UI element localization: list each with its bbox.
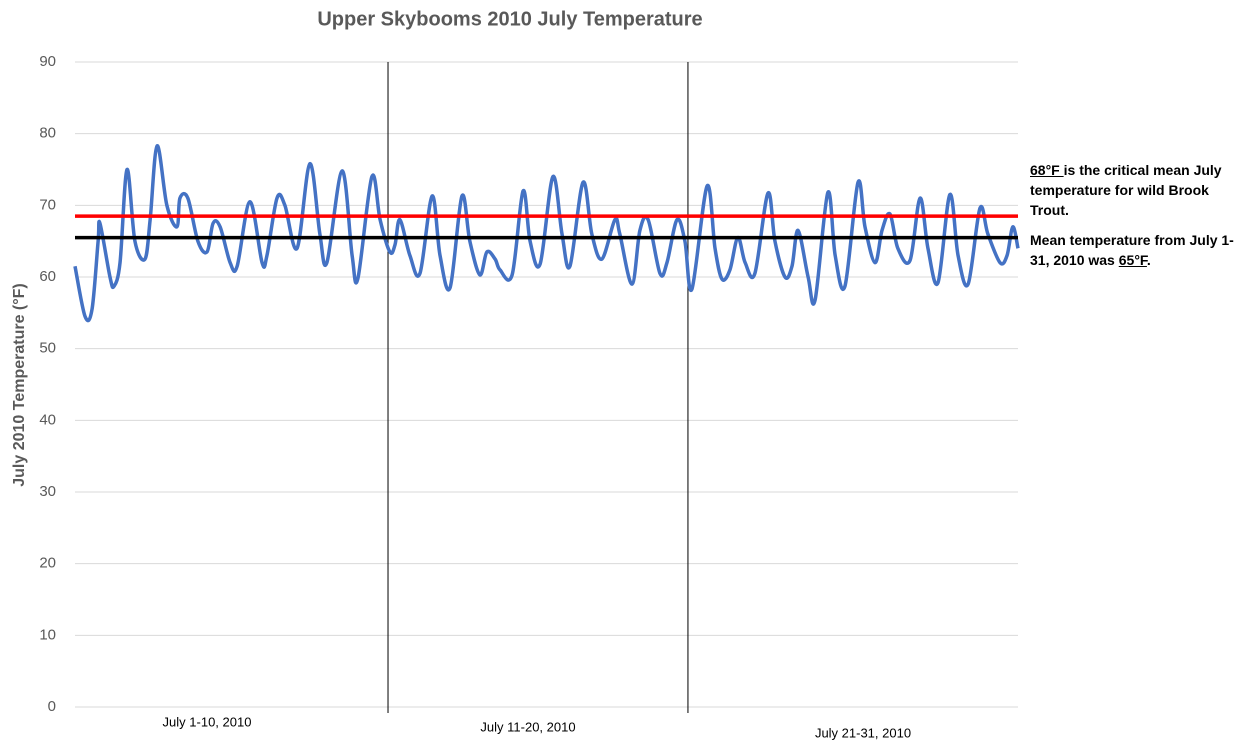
y-tick-label: 70 bbox=[39, 196, 56, 213]
y-tick-label: 60 bbox=[39, 268, 56, 285]
annotation: Mean temperature from July 1-31, 2010 wa… bbox=[1030, 230, 1242, 270]
y-axis-label: July 2010 Temperature (°F) bbox=[11, 283, 28, 487]
x-group-label: July 11-20, 2010 bbox=[480, 719, 575, 734]
y-tick-label: 40 bbox=[39, 411, 56, 428]
annotation-text: . bbox=[1146, 252, 1151, 268]
annotation-text: Mean temperature from July 1-31, 2010 wa… bbox=[1030, 232, 1234, 268]
y-tick-label: 20 bbox=[39, 555, 56, 572]
annotation-text: is the critical mean July temperature fo… bbox=[1030, 162, 1222, 218]
annotation: 68°F is the critical mean July temperatu… bbox=[1030, 160, 1242, 220]
y-tick-label: 90 bbox=[39, 53, 56, 70]
chart-title: Upper Skybooms 2010 July Temperature bbox=[317, 8, 702, 30]
y-tick-label: 30 bbox=[39, 483, 56, 500]
y-tick-label: 50 bbox=[39, 340, 56, 357]
y-tick-label: 80 bbox=[39, 125, 56, 142]
data-line bbox=[73, 144, 1020, 323]
annotation-text: 68°F bbox=[1030, 162, 1064, 178]
y-tick-label: 10 bbox=[39, 626, 56, 643]
x-group-label: July 1-10, 2010 bbox=[163, 714, 252, 729]
annotation-text: 65°F bbox=[1118, 252, 1147, 268]
x-group-label: July 21-31, 2010 bbox=[815, 725, 911, 740]
y-tick-label: 0 bbox=[48, 698, 56, 715]
